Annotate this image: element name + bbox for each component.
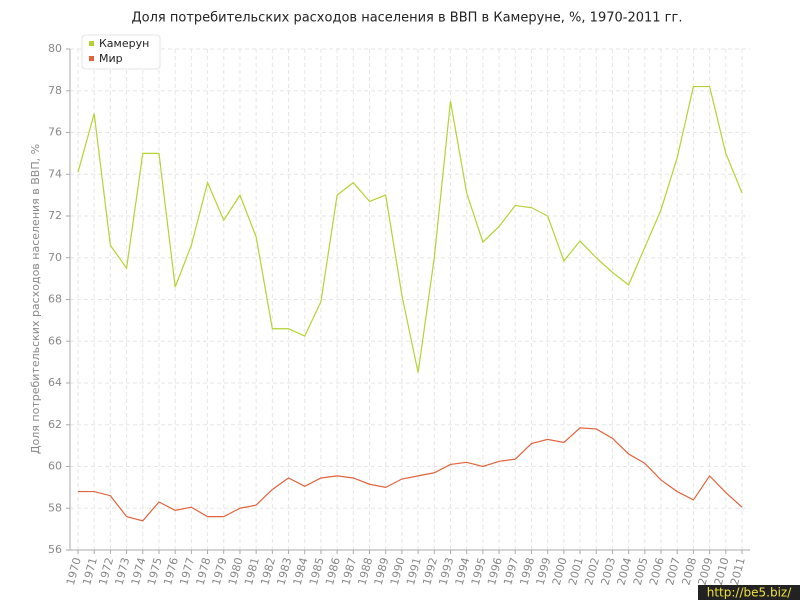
y-tick-label: 56 (48, 543, 62, 556)
legend-box (81, 34, 161, 70)
legend-swatch (89, 56, 94, 61)
y-tick-label: 58 (48, 501, 62, 514)
y-tick-label: 74 (48, 167, 62, 180)
y-tick-label: 66 (48, 334, 62, 347)
watermark: http://be5.biz/ (707, 586, 792, 600)
legend-label: Камерун (99, 37, 149, 50)
watermark-bg (698, 585, 800, 600)
chart-title: Доля потребительских расходов населения … (132, 11, 683, 26)
line-series (78, 427, 743, 522)
y-tick-label: 60 (48, 460, 62, 473)
y-axis-label: Доля потребительских расходов населения … (29, 144, 42, 454)
y-tick-label: 78 (48, 84, 62, 97)
legend-swatch (89, 41, 94, 46)
y-tick-label: 80 (48, 42, 62, 55)
y-tick-label: 70 (48, 251, 62, 264)
y-tick-label: 68 (48, 293, 62, 306)
legend-label: Мир (99, 52, 123, 65)
y-tick-label: 62 (48, 418, 62, 431)
line-series (77, 85, 743, 373)
y-tick-label: 64 (48, 376, 62, 389)
y-tick-label: 76 (48, 126, 62, 139)
y-tick-label: 72 (48, 209, 62, 222)
